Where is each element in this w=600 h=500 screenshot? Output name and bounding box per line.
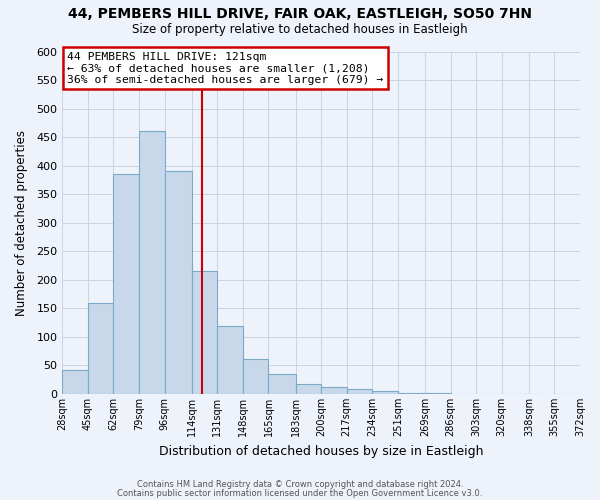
- Text: 44, PEMBERS HILL DRIVE, FAIR OAK, EASTLEIGH, SO50 7HN: 44, PEMBERS HILL DRIVE, FAIR OAK, EASTLE…: [68, 8, 532, 22]
- Bar: [243, 358, 268, 394]
- Bar: [139, 132, 164, 394]
- X-axis label: Distribution of detached houses by size in Eastleigh: Distribution of detached houses by size …: [159, 444, 484, 458]
- Bar: [88, 302, 113, 394]
- Text: Size of property relative to detached houses in Eastleigh: Size of property relative to detached ho…: [132, 22, 468, 36]
- Bar: [398, 393, 425, 394]
- Bar: [296, 384, 321, 394]
- Text: Contains public sector information licensed under the Open Government Licence v3: Contains public sector information licen…: [118, 489, 482, 498]
- Bar: [268, 374, 296, 394]
- Bar: [62, 370, 88, 394]
- Bar: [164, 172, 192, 394]
- Bar: [192, 272, 217, 394]
- Bar: [347, 390, 373, 394]
- Bar: [113, 174, 139, 394]
- Bar: [373, 391, 398, 394]
- Y-axis label: Number of detached properties: Number of detached properties: [15, 130, 28, 316]
- Bar: [217, 326, 243, 394]
- Text: 44 PEMBERS HILL DRIVE: 121sqm
← 63% of detached houses are smaller (1,208)
36% o: 44 PEMBERS HILL DRIVE: 121sqm ← 63% of d…: [67, 52, 384, 84]
- Text: Contains HM Land Registry data © Crown copyright and database right 2024.: Contains HM Land Registry data © Crown c…: [137, 480, 463, 489]
- Bar: [321, 386, 347, 394]
